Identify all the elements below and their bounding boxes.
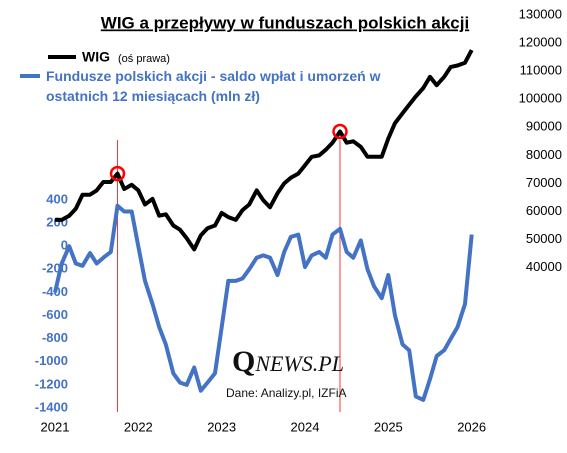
chart-title: WIG a przepływy w funduszach polskich ak… <box>101 13 469 32</box>
y2-tick-label: 80000 <box>526 147 562 162</box>
y-tick-label: -1000 <box>35 353 68 368</box>
y-tick-label: -1400 <box>35 399 68 414</box>
x-tick-label: 2021 <box>41 419 70 434</box>
y2-tick-label: 40000 <box>526 259 562 274</box>
y-tick-label: 400 <box>46 191 68 206</box>
x-tick-label: 2022 <box>124 419 153 434</box>
legend-label: Fundusze polskich akcji - saldo wpłat i … <box>46 68 381 104</box>
y2-tick-label: 60000 <box>526 203 562 218</box>
legend-note: (oś prawa) <box>118 53 170 65</box>
y-tick-label: 0 <box>61 238 68 253</box>
logo: QNEWS.PL <box>232 345 344 378</box>
highlight-circle <box>332 123 348 140</box>
y-tick-label: -800 <box>42 330 68 345</box>
highlight-circle <box>109 165 126 182</box>
x-tick-label: 2025 <box>374 419 403 434</box>
y2-tick-label: 110000 <box>520 63 562 78</box>
x-tick-label: 2024 <box>291 419 320 434</box>
y2-tick-label: 100000 <box>519 91 562 106</box>
y2-tick-label: 130000 <box>519 6 562 21</box>
x-tick-label: 2023 <box>207 419 236 434</box>
y2-tick-label: 90000 <box>526 119 562 134</box>
y2-tick-label: 70000 <box>526 175 562 190</box>
y-tick-label: -1200 <box>35 376 68 391</box>
legend-label: WIG <box>82 49 110 65</box>
y-tick-label: -600 <box>42 307 68 322</box>
source: Dane: Analizy.pl, IZFiA <box>226 386 347 400</box>
y2-tick-label: 50000 <box>526 231 562 246</box>
series-line <box>53 203 474 402</box>
series-line <box>55 49 474 252</box>
y2-tick-label: 120000 <box>519 35 562 50</box>
x-tick-label: 2026 <box>457 419 486 434</box>
